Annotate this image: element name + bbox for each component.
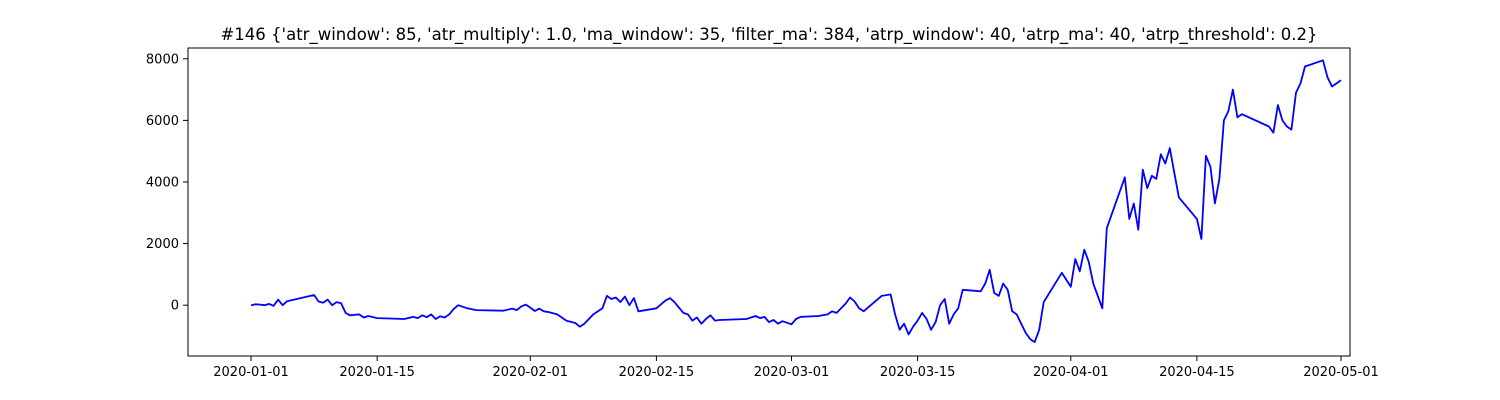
y-tick-label: 2000 <box>146 237 179 252</box>
y-tick-label: 6000 <box>146 114 179 129</box>
y-axis-ticks: 0 2000 4000 6000 8000 <box>146 52 188 314</box>
x-tick-label: 2020-05-01 <box>1303 365 1379 380</box>
x-tick-label: 2020-03-01 <box>754 365 830 380</box>
y-tick-label: 4000 <box>146 175 179 190</box>
plot-frame <box>187 47 1351 357</box>
y-tick-label: 8000 <box>146 52 179 67</box>
x-tick-label: 2020-02-15 <box>619 365 695 380</box>
x-tick-label: 2020-01-01 <box>213 365 289 380</box>
x-tick-label: 2020-04-01 <box>1033 365 1109 380</box>
x-axis-ticks: 2020-01-01 2020-01-15 2020-02-01 2020-02-15… <box>213 356 1379 380</box>
x-tick-label: 2020-04-15 <box>1159 365 1235 380</box>
x-tick-label: 2020-01-15 <box>339 365 415 380</box>
x-tick-label: 2020-02-01 <box>493 365 569 380</box>
x-tick-label: 2020-03-15 <box>880 365 956 380</box>
series-line <box>250 59 1342 344</box>
y-tick-label: 0 <box>171 299 179 314</box>
chart-title: #146 {'atr_window': 85, 'atr_multiply': … <box>220 25 1317 45</box>
